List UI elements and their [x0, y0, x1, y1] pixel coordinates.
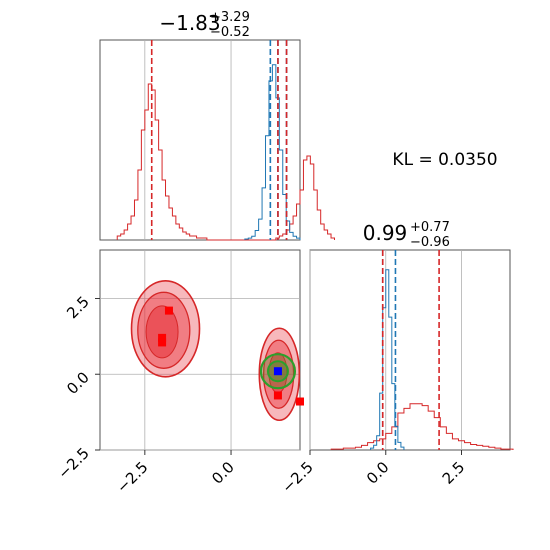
histogram-blue	[370, 269, 405, 450]
y-tick-label: −2.5	[54, 444, 92, 482]
x-tick-label: −2.5	[113, 458, 151, 496]
panel-bottom-right-title-sup: +0.77	[410, 220, 450, 235]
marker-point	[158, 338, 167, 347]
title-main: 0.99	[363, 221, 408, 245]
marker-point	[158, 333, 167, 342]
x-tick-label: −2.5	[278, 458, 316, 496]
y-tick-label: 0.0	[63, 368, 93, 398]
title-main: −1.83	[159, 11, 220, 35]
panel-top-left-title-sup: +3.29	[210, 10, 250, 25]
panel-bottom-right-title-sub: −0.96	[410, 235, 450, 250]
panel-top-left-title: −1.83	[159, 11, 220, 35]
panel-bottom-right-frame	[309, 249, 511, 451]
x-tick-label: 0.0	[363, 458, 393, 488]
panel-top-left-frame	[99, 39, 301, 241]
x-tick-label: 0.0	[208, 458, 238, 488]
panel-bottom-right: −2.5 0.0 2.5 0.99 +0.77 −0.96	[278, 220, 514, 497]
marker-point	[164, 306, 173, 315]
contour-inner-left	[145, 305, 179, 359]
truth-point	[273, 367, 282, 376]
marker-point	[296, 397, 304, 406]
panel-bottom-left: −2.5 0.0 −2.5 0.0 2.5	[54, 249, 304, 497]
histogram-blue	[244, 64, 301, 240]
x-tick-label: 2.5	[439, 458, 469, 488]
panel-top-left: −1.83 +3.29 −0.52	[99, 10, 335, 241]
panel-top-left-title-sub: −0.52	[210, 25, 250, 40]
histogram-red	[116, 83, 335, 241]
kl-label: KL = 0.0350	[392, 150, 497, 170]
marker-point	[273, 391, 282, 400]
panel-bottom-right-title: 0.99	[363, 221, 408, 245]
y-tick-label: 2.5	[63, 293, 93, 323]
histogram-red	[330, 403, 514, 450]
